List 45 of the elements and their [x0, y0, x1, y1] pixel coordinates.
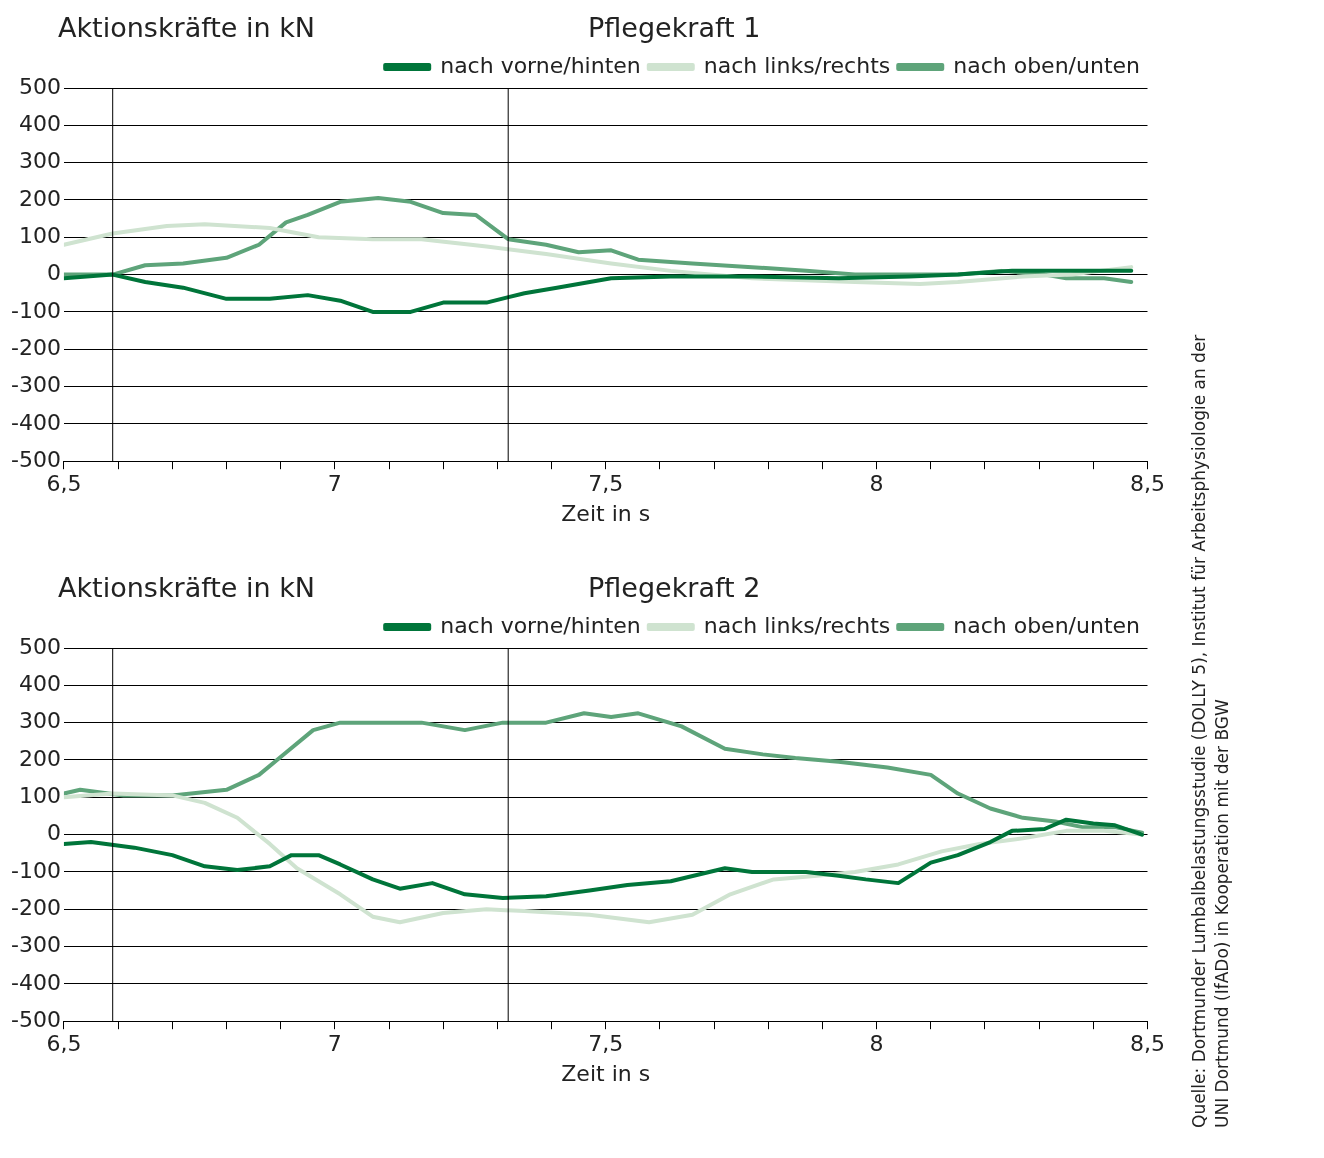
y-tick-label: 500	[18, 73, 61, 99]
y-tick-label: 100	[18, 223, 61, 248]
chart-title: Pflegekraft 2	[588, 572, 761, 603]
x-tick-label: 6,5	[46, 471, 82, 497]
y-tick-label: -200	[10, 334, 61, 360]
y-tick-label: -300	[10, 932, 61, 958]
y-tick-label: 200	[18, 185, 61, 211]
legend-label: nach vorne/hinten	[440, 52, 641, 78]
y-tick-label: 0	[46, 260, 61, 286]
y-tick-label: -400	[10, 969, 61, 995]
y-tick-label: 500	[18, 633, 61, 659]
y-tick-label: -100	[10, 857, 61, 883]
x-tick-label: 8	[869, 471, 884, 497]
y-tick-label: 300	[18, 148, 61, 174]
x-tick-label: 8	[869, 1031, 884, 1057]
x-axis-title: Zeit in s	[561, 1060, 651, 1086]
x-tick-label: 8,5	[1130, 471, 1166, 497]
y-tick-label: -300	[10, 372, 61, 398]
chart-title: Pflegekraft 1	[588, 12, 761, 43]
y-tick-label: 300	[18, 708, 61, 734]
legend-label: nach oben/unten	[953, 612, 1140, 638]
legend-label: nach links/rechts	[703, 612, 891, 638]
y-tick-label: -200	[10, 894, 61, 920]
y-tick-label: 100	[18, 783, 61, 808]
x-tick-label: 7,5	[588, 1031, 624, 1057]
y-tick-label: -100	[10, 297, 61, 323]
legend-label: nach oben/unten	[953, 52, 1140, 78]
x-tick-label: 7	[327, 471, 342, 497]
y-tick-label: 200	[18, 745, 61, 771]
x-tick-label: 7	[327, 1031, 342, 1057]
y-tick-label: -400	[10, 409, 61, 435]
y-tick-label: 400	[18, 671, 61, 697]
y-tick-label: -500	[10, 446, 61, 472]
y-axis-title: Aktionskräfte in kN	[58, 12, 316, 43]
x-axis-title: Zeit in s	[561, 500, 651, 526]
y-tick-label: -500	[10, 1006, 61, 1032]
legend-label: nach vorne/hinten	[440, 612, 641, 638]
source-note: Quelle: Dortmunder Lumbalbelastungsstudie (DOLLY 5), Institut für Arbeitsphysiologie an der UNI Dortmund (IfADo) in Kooperation mit der BGW	[1188, 333, 1233, 1128]
legend-label: nach links/rechts	[703, 52, 891, 78]
x-tick-label: 8,5	[1130, 1031, 1166, 1057]
y-tick-label: 0	[46, 820, 61, 846]
y-axis-title: Aktionskräfte in kN	[58, 572, 316, 603]
y-tick-label: 400	[18, 111, 61, 137]
x-tick-label: 6,5	[46, 1031, 82, 1057]
x-tick-label: 7,5	[588, 471, 624, 497]
